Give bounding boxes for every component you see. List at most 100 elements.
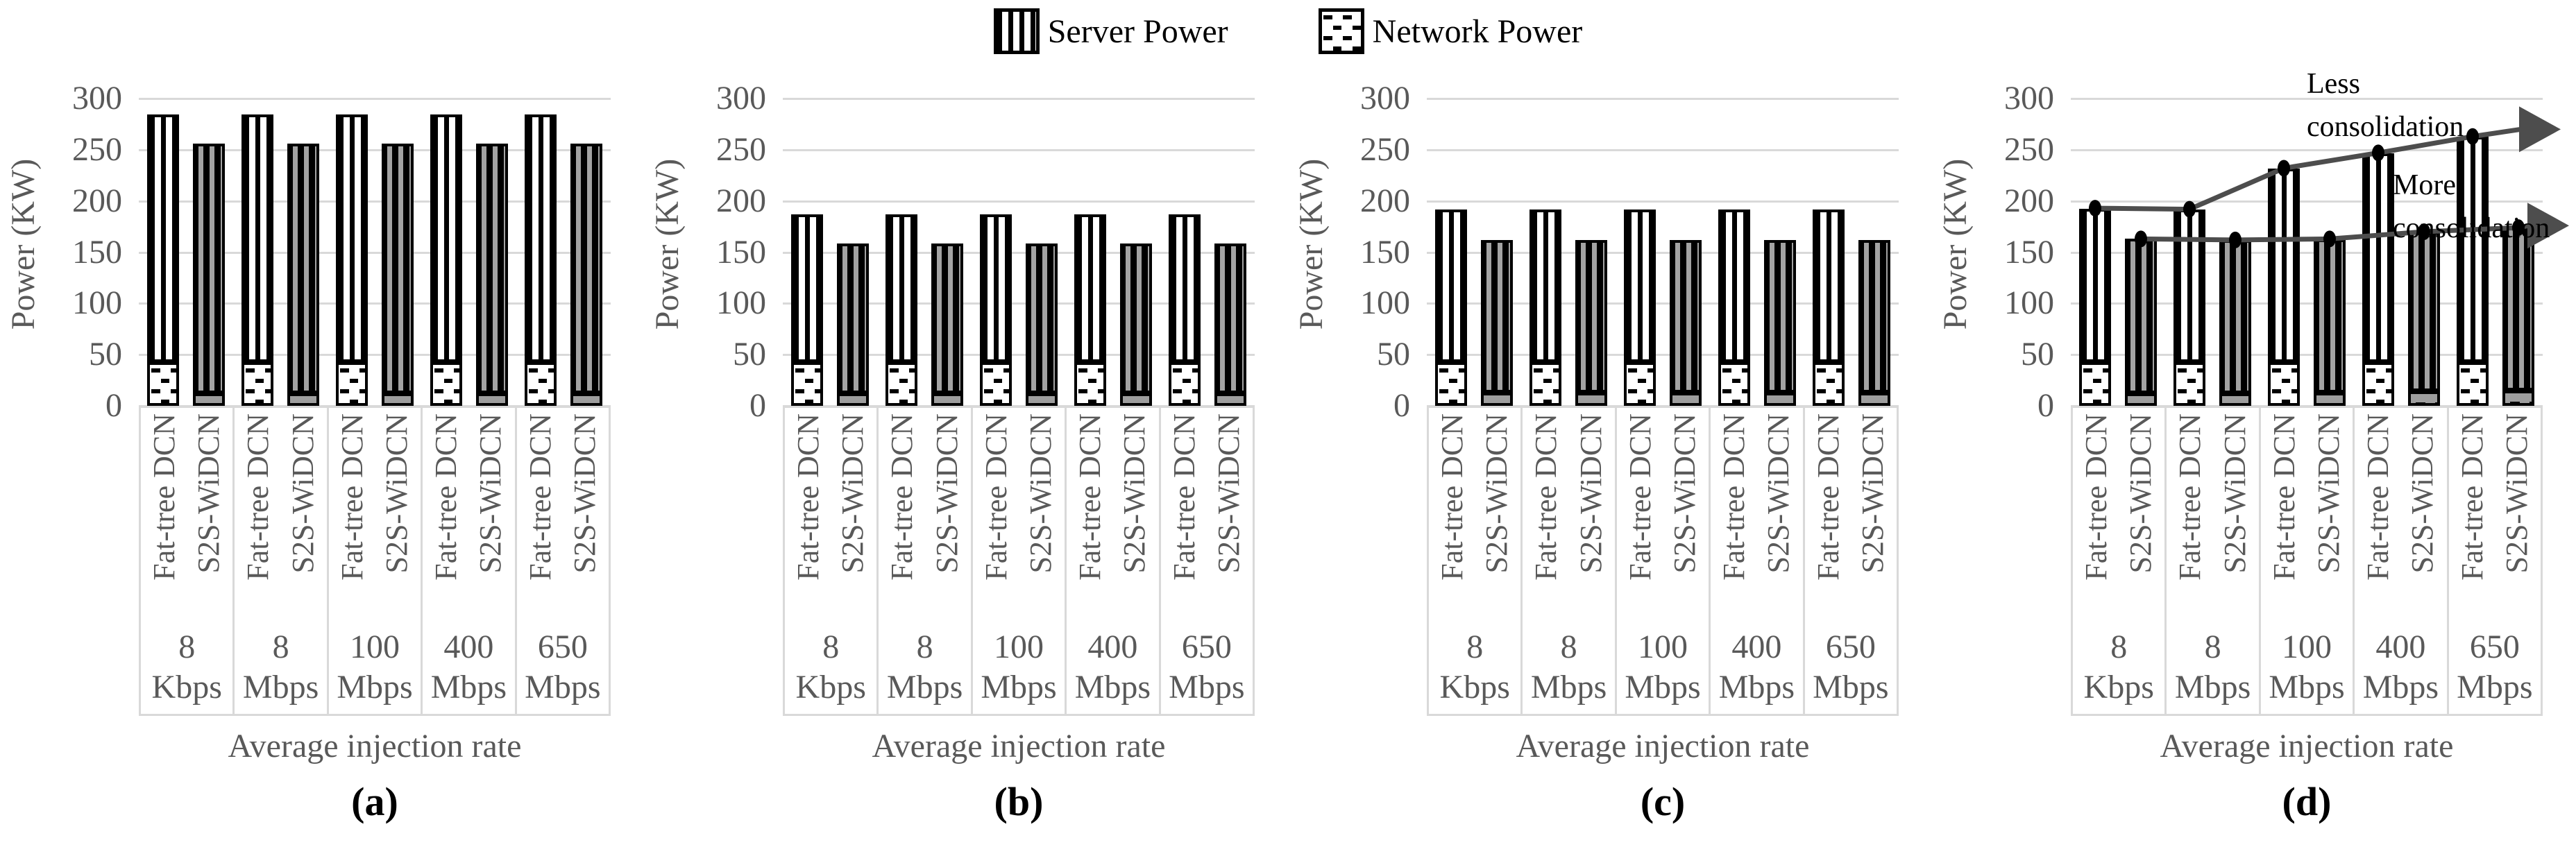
x-axis-title: Average injection rate (1516, 728, 1810, 764)
server-power-segment (382, 144, 414, 393)
server-power-segment (1764, 240, 1796, 393)
y-tick-label: 250 (72, 130, 122, 168)
series-label-pair: Fat-tree DCN S2S-WiDCN (1167, 413, 1246, 627)
network-power-segment (1074, 362, 1106, 406)
y-tick-label: 300 (2004, 80, 2054, 117)
series-label: S2S-WiDCN (192, 413, 226, 574)
y-tick-label: 200 (2004, 182, 2054, 219)
server-power-segment (430, 114, 462, 362)
bar-s2s-widcn (382, 144, 414, 406)
x-axis-title: Average injection rate (228, 728, 522, 764)
category-cell: Fat-tree DCN S2S-WiDCN 8 Mbps (235, 408, 329, 714)
server-power-segment (2502, 228, 2534, 391)
data-marker (2135, 230, 2147, 248)
panel-b: Power (KW) Fat-tree DCN S2S-WiDCN 8 Kbps Fat… (644, 0, 1288, 863)
server-power-segment (570, 144, 602, 393)
network-power-segment (147, 362, 179, 406)
network-power-segment (382, 393, 414, 406)
series-label: Fat-tree DCN (1167, 413, 1201, 581)
bar-s2s-widcn (1481, 240, 1513, 406)
bar-fat-tree-dcn (147, 114, 179, 406)
bar-group (1710, 210, 1804, 406)
x-category-label: 100 Mbps (2269, 628, 2345, 706)
gridline (139, 302, 611, 305)
bar-fat-tree-dcn (1813, 210, 1845, 406)
category-cell: Fat-tree DCN S2S-WiDCN 8 Kbps (1429, 408, 1523, 714)
server-power-segment (242, 114, 273, 362)
network-power-segment (1813, 362, 1845, 406)
data-marker (2229, 231, 2242, 248)
server-power-segment (525, 114, 557, 362)
network-power-segment (2125, 393, 2157, 406)
category-cell: Fat-tree DCN S2S-WiDCN 400 Mbps (1067, 408, 1161, 714)
bar-group (1616, 210, 1710, 406)
bar-fat-tree-dcn (1718, 210, 1750, 406)
data-marker (2278, 160, 2290, 177)
series-label: S2S-WiDCN (285, 413, 320, 574)
gridline (783, 98, 1255, 101)
series-label: S2S-WiDCN (2499, 413, 2534, 574)
network-power-swatch-icon (1318, 8, 1364, 54)
series-label-pair: Fat-tree DCN S2S-WiDCN (1717, 413, 1795, 627)
y-tick-label: 100 (2004, 284, 2054, 322)
series-label: S2S-WiDCN (1573, 413, 1608, 574)
x-category-label: 650 Mbps (1169, 628, 1245, 706)
bar-s2s-widcn (287, 144, 319, 406)
data-marker (2183, 200, 2196, 218)
category-cell: Fat-tree DCN S2S-WiDCN 400 Mbps (2355, 408, 2449, 714)
gridline (2071, 200, 2543, 203)
network-power-segment (980, 362, 1012, 406)
series-label: S2S-WiDCN (380, 413, 414, 574)
series-label: Fat-tree DCN (2455, 413, 2489, 581)
bar-group (1066, 214, 1160, 406)
network-power-segment (931, 393, 963, 406)
gridline (139, 98, 611, 101)
bar-s2s-widcn (1214, 243, 1246, 406)
series-label: Fat-tree DCN (2361, 413, 2396, 581)
network-power-segment (2314, 393, 2346, 406)
series-label-pair: Fat-tree DCN S2S-WiDCN (241, 413, 320, 627)
series-label: S2S-WiDCN (2124, 413, 2158, 574)
series-label: S2S-WiDCN (1024, 413, 1058, 574)
bar-s2s-widcn (1575, 240, 1607, 406)
series-label-pair: Fat-tree DCN S2S-WiDCN (885, 413, 963, 627)
server-power-segment (980, 214, 1012, 362)
gridline (783, 148, 1255, 151)
x-category-label: 650 Mbps (1813, 628, 1889, 706)
gridline (2071, 354, 2543, 357)
legend-label: Server Power (1047, 12, 1228, 50)
y-tick-label: 150 (2004, 233, 2054, 271)
y-tick-label: 50 (733, 336, 766, 373)
annotation-less-consolidation: Less consolidation (2307, 68, 2464, 143)
series-label: Fat-tree DCN (1073, 413, 1108, 581)
panel-c: Power (KW) Fat-tree DCN S2S-WiDCN 8 Kbps Fat… (1288, 0, 1932, 863)
y-tick-label: 250 (2004, 130, 2054, 168)
network-power-segment (1169, 362, 1201, 406)
server-power-segment (1169, 214, 1201, 362)
bar-group (972, 214, 1066, 406)
network-power-segment (476, 393, 508, 406)
data-marker (2323, 230, 2336, 248)
network-power-segment (2457, 362, 2489, 406)
bar-group (877, 214, 972, 406)
bar-s2s-widcn (476, 144, 508, 406)
bar-fat-tree-dcn (525, 114, 557, 406)
network-power-segment (2219, 393, 2251, 406)
series-label: Fat-tree DCN (2079, 413, 2114, 581)
series-label-pair: Fat-tree DCN S2S-WiDCN (2267, 413, 2346, 627)
series-label: Fat-tree DCN (523, 413, 557, 581)
series-label: Fat-tree DCN (241, 413, 276, 581)
series-label: Fat-tree DCN (147, 413, 182, 581)
bar-fat-tree-dcn (791, 214, 823, 406)
network-power-segment (2408, 391, 2440, 406)
server-power-segment (1530, 210, 1561, 362)
series-label-pair: Fat-tree DCN S2S-WiDCN (1435, 413, 1514, 627)
x-category-label: 8 Mbps (886, 628, 963, 706)
bar-group (233, 114, 328, 406)
x-category-label: 400 Mbps (430, 628, 507, 706)
series-label: S2S-WiDCN (1480, 413, 1514, 574)
server-power-segment (1858, 240, 1890, 393)
y-tick-label: 0 (2037, 387, 2054, 424)
series-label: S2S-WiDCN (836, 413, 870, 574)
series-label-pair: Fat-tree DCN S2S-WiDCN (429, 413, 507, 627)
